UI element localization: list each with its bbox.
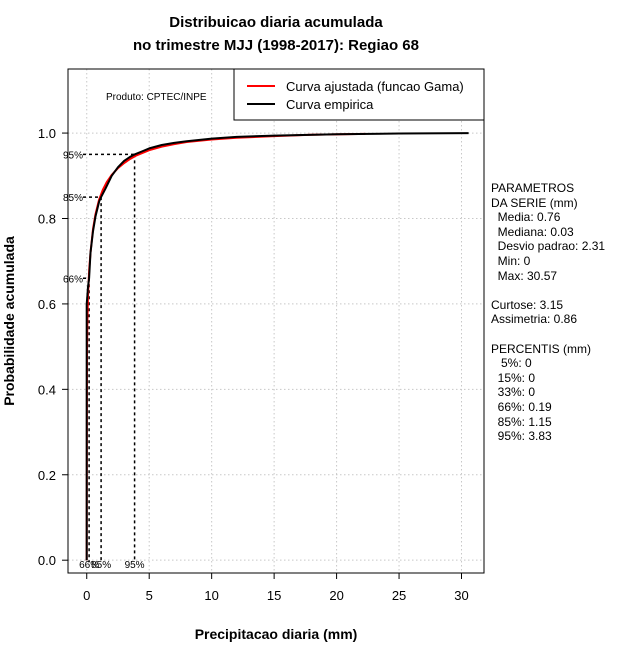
parameter-line: PERCENTIS (mm) — [491, 341, 591, 356]
percentile-label-x: 95% — [125, 560, 145, 571]
legend-label-empirical: Curva empirica — [286, 97, 374, 112]
chart-title-line-1: Distribuicao diaria acumulada — [169, 14, 383, 31]
percentile-label-x: 66% — [79, 560, 99, 571]
percentile-label-y: 85% — [63, 193, 83, 204]
legend-box — [233, 68, 485, 121]
plot-frame — [67, 68, 485, 574]
x-tick-label: 0 — [83, 588, 90, 603]
chart-title-line-2: no trimestre MJJ (1998-2017): Regiao 68 — [133, 37, 419, 54]
parameter-line: PARAMETROS — [491, 181, 575, 195]
x-tick-label: 5 — [146, 588, 153, 603]
parameter-line: Max: 30.57 — [491, 268, 558, 283]
grid — [68, 69, 484, 573]
x-axis-title: Precipitacao diaria (mm) — [195, 626, 358, 642]
y-tick-label: 0.4 — [38, 382, 56, 397]
parameter-line: DA SERIE (mm) — [491, 195, 578, 210]
parameter-line: Media: 0.76 — [491, 210, 561, 225]
x-tick-label: 30 — [454, 588, 468, 603]
x-tick-label: 25 — [392, 588, 406, 603]
parameter-line — [491, 327, 605, 342]
y-axis-title: Probabilidade acumulada — [1, 236, 17, 406]
percentile-label-y: 95% — [63, 150, 83, 161]
percentile-label-y: 66% — [63, 274, 83, 285]
series-line-empirical — [85, 132, 469, 561]
parameter-line — [491, 283, 605, 298]
parameter-line: Mediana: 0.03 — [491, 224, 574, 239]
y-tick-label: 0.8 — [38, 211, 56, 226]
parameter-line: 15%: 0 — [491, 370, 536, 385]
parameter-line: 5%: 0 — [491, 356, 532, 371]
parameter-line: Desvio padrao: 2.31 — [491, 239, 606, 254]
parameters-panel: PARAMETROS DA SERIE (mm) Media: 0.76 Medi… — [491, 181, 605, 444]
parameter-line: 66%: 0.19 — [491, 399, 552, 414]
percentile-lines — [83, 153, 136, 563]
legend: Curva ajustada (funcao Gama) Curva empir… — [233, 68, 485, 121]
parameter-line: Min: 0 — [491, 253, 531, 268]
series-layer — [85, 132, 469, 561]
x-tick-label: 10 — [204, 588, 218, 603]
product-label: Produto: CPTEC/INPE — [106, 92, 207, 103]
parameter-line: Curtose: 3.15 — [491, 297, 564, 312]
x-axis: 0 5 10 15 20 25 30 — [83, 573, 469, 603]
y-tick-label: 0.0 — [38, 553, 56, 568]
parameter-line: Assimetria: 0.86 — [491, 312, 578, 327]
parameter-line: 95%: 3.83 — [491, 429, 552, 444]
percentile-labels: 66%66%85%85%95%95% — [63, 150, 145, 571]
y-tick-label: 0.2 — [38, 468, 56, 483]
x-tick-label: 15 — [267, 588, 281, 603]
y-tick-label: 0.6 — [38, 297, 56, 312]
x-tick-label: 20 — [329, 588, 343, 603]
y-tick-label: 1.0 — [38, 126, 56, 141]
series-line-fitted-gamma — [85, 132, 366, 561]
legend-label-fit: Curva ajustada (funcao Gama) — [286, 79, 464, 94]
y-axis: 0.0 0.2 0.4 0.6 0.8 1.0 — [38, 126, 68, 568]
percentile-label-x: 85% — [91, 560, 111, 571]
parameter-line: 33%: 0 — [491, 385, 536, 400]
parameter-line: 85%: 1.15 — [491, 414, 552, 429]
